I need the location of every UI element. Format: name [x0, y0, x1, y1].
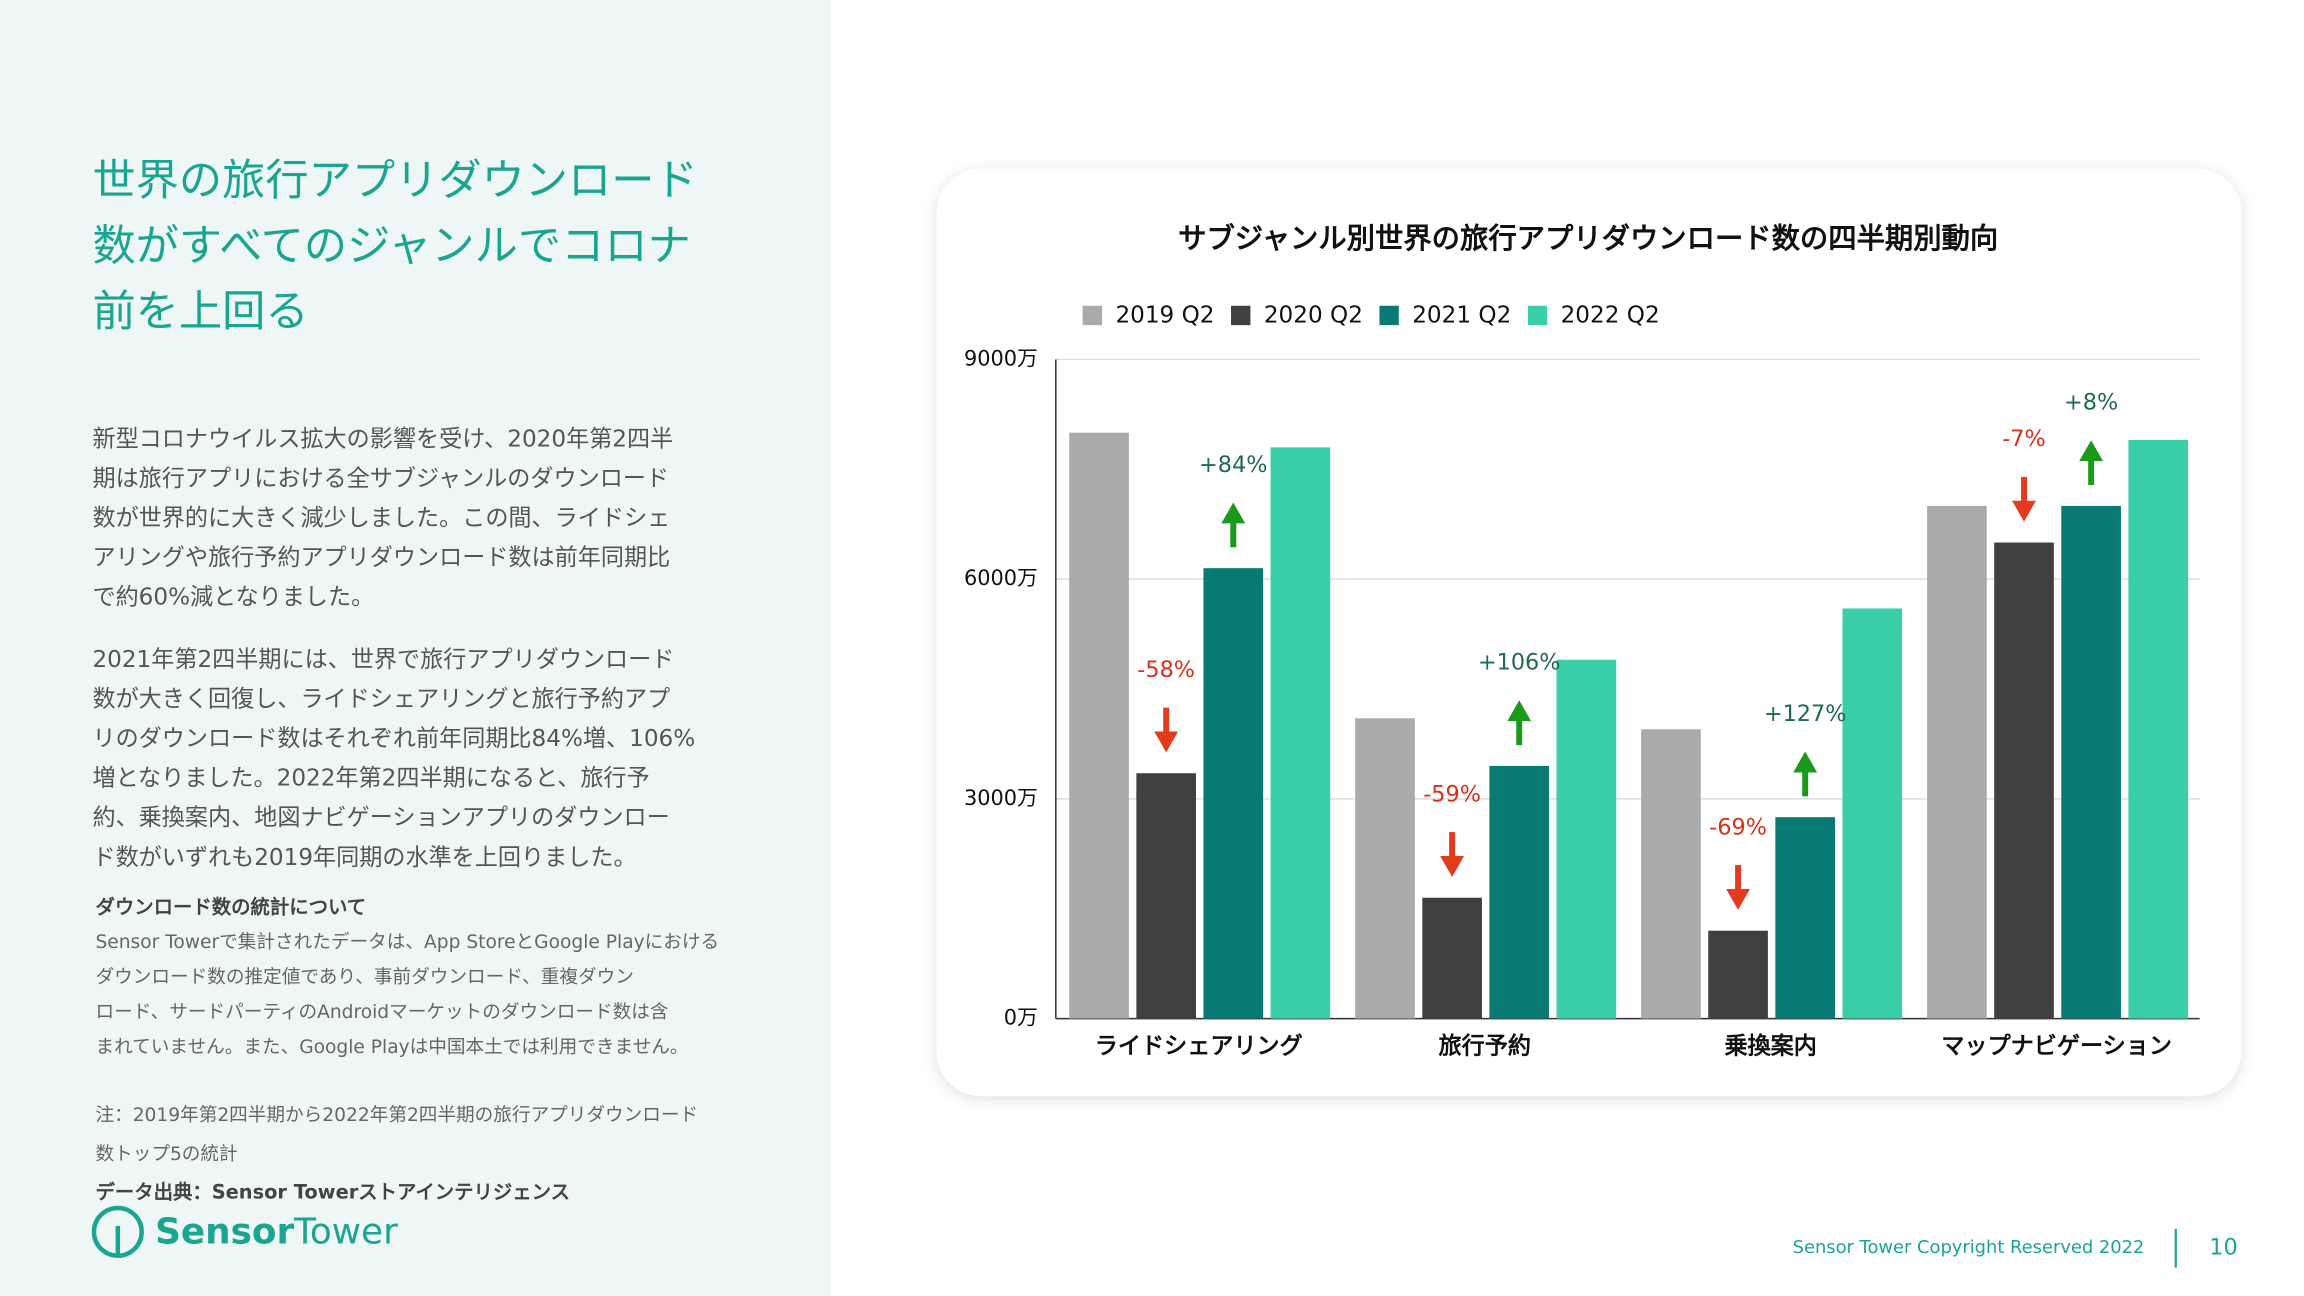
legend-swatch [1527, 305, 1548, 326]
change-label: +84% [1199, 452, 1267, 478]
change-arrow [2079, 440, 2104, 486]
legend-swatch [1231, 305, 1251, 326]
body-text: リのダウンロード数はそれぞれ前年同期比84%増、106% [92, 726, 695, 752]
y-tick-label: 0万 [1004, 1006, 1038, 1030]
headline: 前を上回る [92, 287, 308, 337]
source-text: データ出典：Sensor Towerストアインテリジェンス [95, 1181, 570, 1204]
bar [1069, 432, 1129, 1019]
page-number: 10 [2209, 1235, 2237, 1261]
x-tick-label: 乗換案内 [1724, 1032, 1816, 1059]
legend-swatch [1379, 305, 1399, 326]
body-text: 期は旅行アプリにおける全サブジャンルのダウンロード [92, 466, 669, 492]
change-label: -69% [1709, 814, 1767, 840]
change-label: -7% [2002, 426, 2046, 452]
change-arrow [1221, 502, 1246, 548]
headline: 世界の旅行アプリダウンロード [92, 156, 697, 206]
arrow-head [1440, 855, 1465, 877]
stats-text: ロード、サードパーティのAndroidマーケットのダウンロード数は含 [95, 1002, 668, 1023]
note-text: 数トップ5の統計 [95, 1144, 237, 1165]
stats-text: まれていません。また、Google Playは中国本土では利用できません。 [95, 1037, 688, 1058]
bar [1355, 718, 1415, 1019]
bar [1489, 765, 1550, 1019]
copyright: Sensor Tower Copyright Reserved 2022 [1793, 1237, 2145, 1258]
arrow-head [2012, 500, 2036, 522]
legend-label: 2021 Q2 [1412, 303, 1511, 329]
left-panel [0, 0, 831, 1296]
logo-sensor: Sensor [155, 1211, 294, 1252]
change-arrow [1726, 865, 1750, 910]
x-tick-label: マップナビゲーション [1941, 1033, 2172, 1059]
arrow-head [2079, 440, 2104, 462]
change-label: +8% [2064, 390, 2118, 416]
logo-tower: Tower [293, 1211, 398, 1252]
x-tick-label: 旅行予約 [1439, 1032, 1531, 1059]
body-text: 約、乗換案内、地図ナビゲーションアプリのダウンロー [92, 805, 669, 831]
bar [1136, 773, 1196, 1019]
chart-title: サブジャンル別世界の旅行アプリダウンロード数の四半期別動向 [1178, 222, 1998, 255]
bar [2128, 440, 2189, 1019]
bar [1708, 930, 1768, 1019]
change-label: -59% [1423, 781, 1481, 807]
bar [2061, 505, 2121, 1019]
body-text: 2021年第2四半期には、世界で旅行アプリダウンロード [92, 647, 674, 673]
body-text: 新型コロナウイルス拡大の影響を受け、2020年第2四半 [92, 426, 673, 452]
note-text: 注：2019年第2四半期から2022年第2四半期の旅行アプリダウンロード [95, 1105, 698, 1126]
arrow-head [1507, 700, 1532, 722]
change-arrow [1507, 700, 1532, 746]
bar [1556, 659, 1617, 1019]
bar [1203, 568, 1264, 1019]
stats-text: Sensor Towerで集計されたデータは、App StoreとGoogle … [95, 932, 719, 953]
body-text: アリングや旅行予約アプリダウンロード数は前年同期比 [92, 545, 670, 571]
body-text: で約60%減となりました。 [92, 585, 374, 611]
legend-label: 2020 Q2 [1264, 303, 1363, 329]
change-label: +127% [1764, 701, 1847, 727]
legend-label: 2019 Q2 [1115, 303, 1214, 329]
body-text: ド数がいずれも2019年同期の水準を上回りました。 [92, 845, 636, 871]
y-tick-label: 6000万 [964, 566, 1038, 590]
body-text: 数が世界的に大きく減少しました。この間、ライドシェ [92, 506, 670, 532]
bar [1270, 447, 1331, 1019]
legend-swatch [1082, 305, 1103, 326]
y-tick-label: 9000万 [964, 346, 1038, 370]
headline: 数がすべてのジャンルでコロナ [92, 222, 690, 272]
body-text: 増となりました。2022年第2四半期になると、旅行予 [92, 766, 649, 792]
change-label: +106% [1478, 650, 1561, 676]
body-text: 数が大きく回復し、ライドシェアリングと旅行予約アプ [92, 687, 670, 713]
bar [1927, 505, 1987, 1019]
change-label: -58% [1137, 657, 1195, 683]
stats-text: ダウンロード数の推定値であり、事前ダウンロード、重複ダウン [95, 967, 633, 988]
change-arrow [2012, 476, 2036, 522]
x-tick-label: ライドシェアリング [1095, 1032, 1303, 1059]
logo-text: SensorTower [155, 1211, 398, 1252]
arrow-head [1154, 731, 1179, 753]
bar [1641, 729, 1701, 1019]
logo: SensorTower [91, 1205, 398, 1258]
arrow-head [1793, 751, 1818, 773]
arrow-head [1726, 888, 1750, 910]
legend-label: 2022 Q2 [1561, 303, 1660, 329]
arrow-head [1221, 502, 1246, 524]
stats-heading: ダウンロード数の統計について [95, 896, 366, 919]
bar [1775, 817, 1835, 1019]
change-arrow [1793, 751, 1818, 797]
bar [1842, 608, 1903, 1019]
bar [1422, 897, 1482, 1019]
y-tick-label: 3000万 [964, 786, 1038, 810]
change-arrow [1154, 707, 1179, 753]
bar [1994, 542, 2054, 1019]
change-arrow [1440, 832, 1465, 877]
